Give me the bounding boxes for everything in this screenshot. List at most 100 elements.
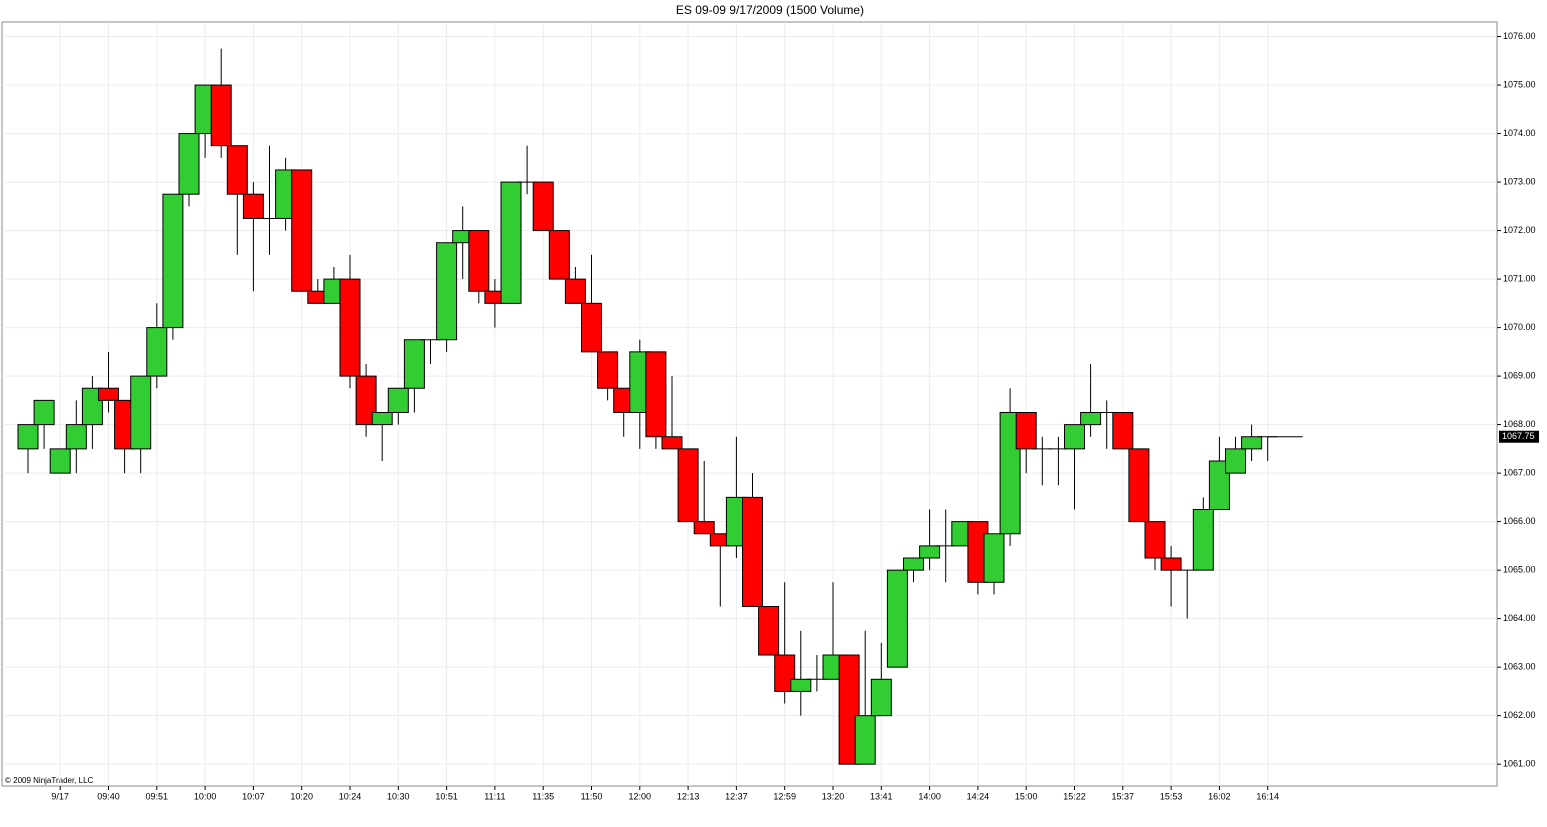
candle-body [1080, 411, 1102, 426]
y-tick-label: 1070.00 [1503, 322, 1536, 332]
candle-body [291, 169, 313, 292]
x-tick-label: 10:20 [290, 791, 313, 801]
candle-body [1208, 460, 1230, 511]
candle-body [403, 339, 425, 389]
x-tick-label: 12:59 [773, 791, 796, 801]
candle-body [1241, 436, 1263, 450]
candle-body [1192, 509, 1214, 571]
x-tick-label: 15:37 [1112, 791, 1135, 801]
y-tick-label: 1068.00 [1503, 419, 1536, 429]
candle-body [1225, 448, 1246, 474]
x-tick-label: 12:13 [677, 791, 700, 801]
x-tick-label: 15:00 [1015, 791, 1038, 801]
candle-body [548, 230, 570, 280]
x-tick-label: 15:53 [1160, 791, 1183, 801]
candle-body [597, 351, 619, 389]
candle-body [903, 557, 924, 571]
x-tick-label: 13:41 [870, 791, 893, 801]
candle-body [162, 193, 184, 329]
candle-body [870, 678, 892, 717]
candle-body [854, 715, 876, 765]
x-tick-label: 10:51 [435, 791, 458, 801]
candle-body [130, 375, 152, 450]
candle-body [65, 424, 87, 450]
candle-body [468, 230, 490, 292]
candle-body [919, 545, 941, 559]
candle-body [98, 387, 119, 401]
x-tick-label: 14:24 [967, 791, 990, 801]
candle-body [226, 145, 248, 195]
candle-body [49, 448, 71, 474]
y-tick-label: 1074.00 [1503, 128, 1536, 138]
candle-body [886, 569, 908, 668]
x-tick-label: 11:35 [532, 791, 554, 801]
candle-body [81, 387, 103, 426]
x-tick-label: 16:02 [1208, 791, 1231, 801]
candle-body [436, 242, 458, 341]
y-tick-label: 1069.00 [1503, 370, 1536, 380]
price-marker [1499, 430, 1539, 443]
x-tick-label: 10:00 [194, 791, 217, 801]
candle-body [387, 387, 409, 413]
candle-body [178, 133, 200, 195]
copyright: © 2009 NinjaTrader, LLC [5, 776, 94, 785]
candle-body [999, 411, 1021, 535]
candle-body [661, 436, 683, 450]
x-tick-label: 14:00 [918, 791, 941, 801]
candle-body [774, 654, 796, 692]
x-tick-label: 16:14 [1256, 791, 1279, 801]
x-tick-label: 10:07 [242, 791, 265, 801]
candle-body [838, 654, 860, 765]
x-tick-label: 12:00 [629, 791, 652, 801]
candle-body [500, 181, 522, 304]
y-tick-label: 1076.00 [1503, 31, 1536, 41]
candle-body [242, 193, 264, 219]
candle-body [564, 278, 586, 304]
candle-body [1064, 424, 1085, 450]
candle-body [677, 448, 699, 523]
candle-body [645, 351, 667, 438]
y-tick-label: 1071.00 [1503, 273, 1536, 283]
x-tick-label: 09:40 [97, 791, 120, 801]
candle-body [210, 84, 232, 147]
y-tick-label: 1067.00 [1503, 467, 1536, 477]
candle-body [742, 496, 763, 608]
candle-body [983, 533, 1005, 583]
candle-body [1015, 411, 1037, 450]
plot-frame [1, 21, 1498, 787]
y-tick-label: 1061.00 [1503, 759, 1536, 769]
x-tick-label: 9/17 [51, 791, 69, 801]
candle-body [758, 606, 780, 656]
candle-body [1112, 411, 1134, 450]
candle-body [355, 375, 377, 426]
y-tick-label: 1064.00 [1503, 613, 1536, 623]
x-tick-label: 15:22 [1063, 791, 1086, 801]
candle-body [146, 327, 168, 377]
candle-body [790, 678, 812, 692]
y-tick-label: 1073.00 [1503, 176, 1536, 186]
candle-body [532, 181, 554, 232]
x-tick-label: 10:24 [339, 791, 362, 801]
chart-title: ES 09-09 9/17/2009 (1500 Volume) [676, 3, 864, 17]
y-tick-label: 1063.00 [1503, 662, 1536, 672]
y-tick-label: 1075.00 [1503, 79, 1536, 89]
y-tick-label: 1062.00 [1503, 710, 1536, 720]
candle-body [1144, 521, 1166, 559]
candle-body [581, 302, 602, 353]
candle-body [693, 521, 715, 535]
x-tick-label: 10:30 [387, 791, 410, 801]
y-tick-label: 1066.00 [1503, 516, 1536, 526]
candle-body [339, 278, 361, 377]
x-tick-label: 13:20 [822, 791, 845, 801]
price-label: 1067.75 [1502, 431, 1535, 441]
y-tick-label: 1072.00 [1503, 225, 1536, 235]
candle-body [371, 411, 393, 426]
candle-body [1160, 557, 1182, 571]
candle-body [33, 399, 55, 426]
x-tick-label: 12:37 [725, 791, 748, 801]
y-tick-label: 1065.00 [1503, 565, 1536, 575]
candle-body [17, 424, 39, 450]
x-tick-label: 11:11 [484, 791, 505, 801]
